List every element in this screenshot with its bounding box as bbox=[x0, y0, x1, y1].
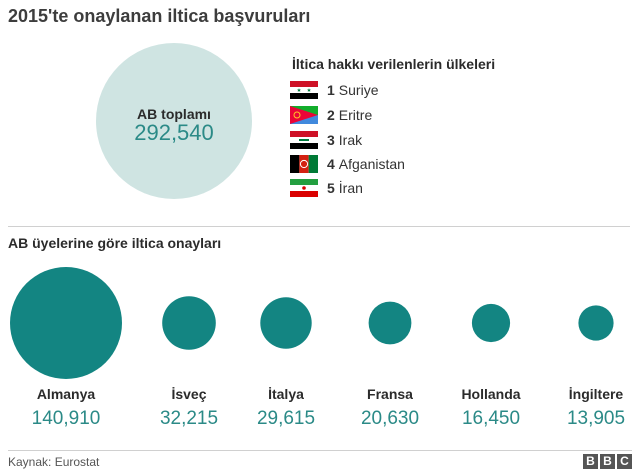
country-item-5: 5 İran bbox=[290, 179, 363, 197]
country-item-1: 1 Suriye bbox=[290, 81, 378, 99]
bubble-value-label: 32,215 bbox=[159, 408, 219, 429]
bubble-category-label: İtalya bbox=[268, 386, 304, 402]
country-item-3: 3 Irak bbox=[290, 131, 362, 149]
country-name: Suriye bbox=[338, 82, 379, 98]
section-divider bbox=[8, 226, 630, 227]
afghanistan-flag-icon bbox=[290, 155, 318, 173]
eu-total-value: 292,540 bbox=[134, 120, 214, 145]
syria-flag-icon bbox=[290, 81, 318, 99]
bbc-logo-letter: C bbox=[617, 454, 632, 469]
country-rank: 1 bbox=[327, 82, 335, 98]
eu-total-label: AB toplamı bbox=[137, 106, 211, 122]
bubble-4 bbox=[368, 301, 412, 345]
bubble-category-label: Almanya bbox=[36, 386, 96, 402]
bubble-value-label: 20,630 bbox=[360, 408, 420, 429]
bubble-3 bbox=[260, 297, 312, 349]
bubble-value-label: 29,615 bbox=[256, 408, 316, 429]
country-name: İran bbox=[338, 180, 363, 196]
source-note: Kaynak: Eurostat bbox=[8, 455, 100, 469]
country-name: Irak bbox=[338, 132, 363, 148]
bubble-2 bbox=[162, 296, 216, 350]
country-rank: 3 bbox=[327, 132, 335, 148]
chart-title: AB üyelerine göre iltica onayları bbox=[8, 235, 222, 251]
bubble-6 bbox=[578, 305, 614, 341]
iraq-flag-icon bbox=[290, 131, 318, 149]
countries-title: İltica hakkı verilenlerin ülkeleri bbox=[292, 56, 496, 72]
eu-total-circle bbox=[96, 43, 252, 199]
page-title: 2015'te onaylanan iltica başvuruları bbox=[8, 6, 311, 26]
iran-flag-icon bbox=[290, 179, 318, 197]
country-rank: 2 bbox=[327, 107, 335, 123]
country-item-4: 4 Afganistan bbox=[290, 155, 405, 173]
bubble-category-label: Fransa bbox=[367, 386, 413, 402]
bbc-logo: B B C bbox=[583, 454, 632, 469]
bubble-1 bbox=[10, 267, 122, 379]
bbc-logo-letter: B bbox=[583, 454, 598, 469]
bubble-category-label: İngiltere bbox=[568, 386, 624, 402]
country-item-2: 2 Eritre bbox=[290, 106, 372, 124]
country-rank: 5 bbox=[327, 180, 335, 196]
bubble-5 bbox=[471, 303, 511, 343]
bubble-value-label: 13,905 bbox=[566, 408, 626, 429]
bubble-value-label: 140,910 bbox=[31, 408, 101, 429]
eritrea-flag-icon bbox=[290, 106, 318, 124]
country-rank: 4 bbox=[327, 156, 335, 172]
bubble-value-label: 16,450 bbox=[461, 408, 521, 429]
country-name: Afganistan bbox=[338, 156, 405, 172]
bubble-category-label: İsveç bbox=[171, 386, 207, 402]
bbc-logo-letter: B bbox=[600, 454, 615, 469]
footer-divider bbox=[8, 450, 632, 451]
country-name: Eritre bbox=[338, 107, 373, 123]
bubble-category-label: Hollanda bbox=[461, 386, 521, 402]
